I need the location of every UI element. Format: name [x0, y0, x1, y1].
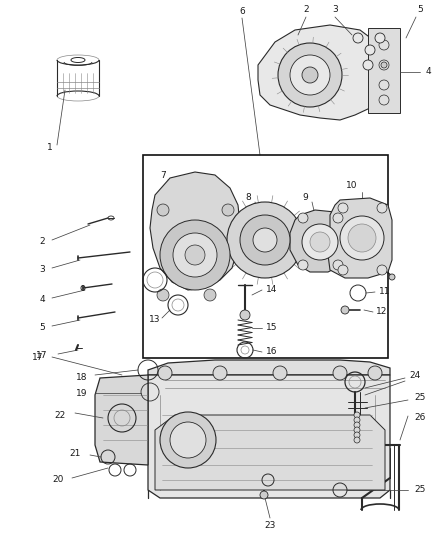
Text: 14: 14 [266, 286, 278, 295]
Text: 24: 24 [410, 370, 420, 379]
Text: 2: 2 [303, 5, 309, 14]
Circle shape [185, 245, 205, 265]
Circle shape [379, 80, 389, 90]
Circle shape [379, 40, 389, 50]
Text: 10: 10 [346, 182, 358, 190]
Text: 4: 4 [39, 295, 45, 304]
Circle shape [173, 233, 217, 277]
Circle shape [298, 213, 308, 223]
Circle shape [353, 33, 363, 43]
Circle shape [333, 260, 343, 270]
Circle shape [389, 274, 395, 280]
Circle shape [338, 203, 348, 213]
Circle shape [227, 202, 303, 278]
Text: 19: 19 [76, 389, 88, 398]
Text: 15: 15 [266, 324, 278, 333]
Text: 11: 11 [379, 287, 391, 296]
Bar [368, 28, 400, 113]
Text: 26: 26 [414, 414, 426, 423]
Text: 18: 18 [76, 374, 88, 383]
Circle shape [365, 45, 375, 55]
Circle shape [310, 232, 330, 252]
Text: 6: 6 [239, 7, 245, 17]
Text: 16: 16 [266, 348, 278, 357]
Circle shape [260, 491, 268, 499]
Circle shape [253, 228, 277, 252]
Text: 21: 21 [69, 448, 81, 457]
Text: 13: 13 [149, 316, 161, 325]
Circle shape [341, 306, 349, 314]
Circle shape [160, 412, 216, 468]
Circle shape [240, 215, 290, 265]
Circle shape [204, 289, 216, 301]
Circle shape [302, 224, 338, 260]
Polygon shape [290, 210, 352, 272]
Circle shape [290, 55, 330, 95]
Circle shape [302, 67, 318, 83]
Circle shape [222, 204, 234, 216]
Circle shape [377, 203, 387, 213]
Circle shape [338, 265, 348, 275]
Text: 20: 20 [52, 475, 64, 484]
Polygon shape [258, 25, 398, 120]
Circle shape [354, 412, 360, 418]
Text: 17: 17 [36, 351, 48, 360]
Text: 5: 5 [39, 324, 45, 333]
Text: 9: 9 [302, 192, 308, 201]
Polygon shape [95, 375, 148, 465]
Circle shape [213, 366, 227, 380]
Polygon shape [155, 415, 385, 490]
Polygon shape [150, 172, 240, 290]
Circle shape [240, 310, 250, 320]
Circle shape [160, 220, 230, 290]
Text: 17: 17 [32, 353, 44, 362]
Text: 5: 5 [417, 5, 423, 14]
Circle shape [333, 366, 347, 380]
Circle shape [158, 366, 172, 380]
Text: 25: 25 [414, 486, 426, 495]
Circle shape [379, 60, 389, 70]
Circle shape [354, 432, 360, 438]
Polygon shape [328, 198, 392, 278]
Circle shape [278, 43, 342, 107]
Text: 4: 4 [425, 68, 431, 77]
Circle shape [375, 33, 385, 43]
Text: 23: 23 [264, 521, 276, 529]
Circle shape [354, 417, 360, 423]
Text: 7: 7 [160, 171, 166, 180]
Circle shape [340, 216, 384, 260]
Circle shape [381, 62, 387, 68]
Circle shape [354, 422, 360, 428]
Text: 2: 2 [39, 238, 45, 246]
Circle shape [170, 422, 206, 458]
Text: 25: 25 [414, 393, 426, 402]
Text: 3: 3 [332, 5, 338, 14]
Polygon shape [148, 360, 390, 375]
Circle shape [157, 204, 169, 216]
Polygon shape [148, 375, 390, 498]
Text: 1: 1 [47, 143, 53, 152]
Circle shape [348, 224, 376, 252]
Bar [143, 155, 388, 358]
Circle shape [333, 213, 343, 223]
Circle shape [298, 260, 308, 270]
Circle shape [157, 289, 169, 301]
Circle shape [368, 366, 382, 380]
Circle shape [379, 95, 389, 105]
Circle shape [363, 60, 373, 70]
Circle shape [377, 265, 387, 275]
Text: 12: 12 [376, 308, 388, 317]
Circle shape [273, 366, 287, 380]
Text: 3: 3 [39, 265, 45, 274]
Text: 8: 8 [245, 192, 251, 201]
Circle shape [354, 437, 360, 443]
Text: 22: 22 [54, 410, 66, 419]
Circle shape [354, 427, 360, 433]
